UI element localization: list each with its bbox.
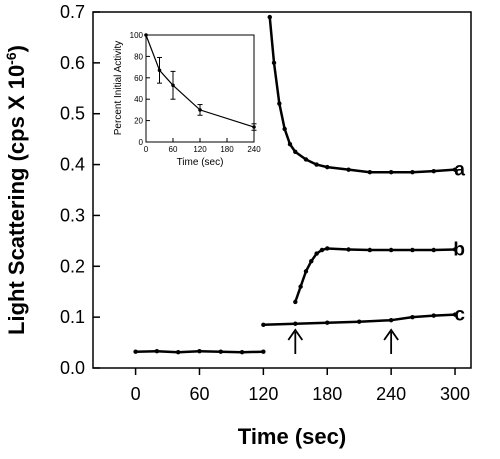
inset-tick-labels: 0 20 40 60 80 100 0 60 120 180 240 — [130, 31, 262, 154]
series-segment-c — [412, 314, 434, 319]
x-tick-label: 60 — [189, 384, 209, 404]
inset-y-tick-label: 60 — [134, 74, 143, 83]
y-tick-label: 0.3 — [60, 205, 85, 225]
series-segment-c — [295, 321, 328, 326]
series-segment-a — [316, 163, 328, 169]
x-tick-label: 120 — [248, 384, 278, 404]
x-axis-title: Time (sec) — [238, 424, 346, 449]
series-segment-b — [348, 248, 370, 252]
y-tick-labels: 0.0 0.1 0.2 0.3 0.4 0.5 0.6 0.7 — [60, 2, 85, 378]
inset-series-group — [144, 33, 257, 131]
series-segment-a — [272, 62, 281, 104]
series-segment-b — [327, 247, 349, 251]
arrow-head — [383, 328, 399, 341]
y-tick-label: 0.5 — [60, 104, 85, 124]
y-tick-label: 0.2 — [60, 256, 85, 276]
series-segment-c — [263, 322, 296, 327]
series-segment-b — [304, 260, 313, 272]
series-segment-c — [359, 318, 392, 323]
trace-label-c: c — [454, 305, 465, 326]
trace-labels: a b c — [453, 160, 465, 326]
series-segment-b — [299, 270, 308, 288]
inset-x-tick-label: 240 — [247, 145, 261, 154]
series-segment-b — [321, 247, 328, 252]
injection-arrows — [287, 328, 399, 354]
inset-y-tick-label: 100 — [130, 31, 144, 40]
series-segment-b — [294, 286, 302, 303]
inset-chart: 0 20 40 60 80 100 0 60 120 180 240 Time (sec) Perc… — [113, 31, 261, 168]
series-segment-b — [433, 248, 456, 252]
series-segment-a — [156, 349, 179, 354]
main-data-points — [133, 14, 458, 355]
arrow-head — [287, 328, 304, 341]
inset-x-tick-label: 60 — [169, 145, 178, 154]
series-segment-b — [310, 252, 318, 262]
inset-y-tick-label: 80 — [134, 52, 143, 61]
inset-data-point — [171, 83, 175, 88]
inset-tick-group — [145, 34, 255, 143]
trace-label-b: b — [453, 240, 465, 261]
inset-x-axis-title: Time (sec) — [177, 157, 224, 168]
series-segment-b — [315, 248, 323, 255]
inset-y-tick-label: 40 — [134, 95, 143, 104]
series-segment-c — [433, 313, 456, 317]
series-segment-a — [288, 143, 297, 153]
x-tick-label: 240 — [376, 384, 406, 404]
inset-frame — [145, 34, 255, 143]
inset-x-tick-label: 0 — [144, 145, 149, 154]
x-tick-label: 180 — [312, 384, 342, 404]
inset-x-tick-label: 120 — [193, 145, 207, 154]
series-segment-a — [305, 158, 318, 166]
series-segment-a — [283, 128, 292, 145]
series-segment-c — [327, 320, 360, 324]
series-segment-a — [268, 16, 276, 63]
y-axis-title-close: ) — [4, 45, 29, 52]
series-segment-a — [433, 168, 456, 173]
series-segment-a — [178, 349, 200, 354]
series-segment-a — [348, 168, 370, 174]
series-segment-a — [199, 349, 221, 353]
x-tick-label: 0 — [131, 384, 141, 404]
x-tick-labels: 0 60 120 180 240 300 — [131, 384, 470, 404]
y-tick-label: 0.7 — [60, 2, 85, 22]
y-axis-title: Light Scattering (cps X 10-6) — [3, 45, 29, 335]
inset-y-tick-label: 0 — [139, 138, 144, 147]
inset-y-axis-title: Percent Initial Activity — [113, 41, 124, 135]
main-tick-group — [93, 11, 456, 375]
inset-y-tick-label: 20 — [134, 117, 143, 126]
y-axis-title-main: Light Scattering (cps X 10 — [4, 65, 29, 335]
series-segment-a — [327, 165, 349, 171]
series-segment-a — [135, 349, 157, 353]
inset-data-point — [252, 125, 256, 129]
series-segment-a — [242, 350, 264, 354]
y-tick-label: 0.1 — [60, 307, 85, 327]
x-tick-label: 300 — [440, 384, 470, 404]
inset-x-tick-label: 180 — [220, 145, 234, 154]
inset-data-point — [144, 33, 148, 37]
y-tick-label: 0.0 — [60, 358, 85, 378]
series-segment-a — [412, 169, 434, 174]
series-segment-a — [278, 103, 286, 130]
y-tick-label: 0.6 — [60, 53, 85, 73]
inset-data-point — [198, 108, 202, 112]
series-segment-a — [294, 150, 307, 161]
trace-label-a: a — [454, 160, 465, 181]
series-segment-a — [220, 350, 243, 354]
series-segment-c — [390, 315, 413, 322]
plot-frame — [92, 11, 472, 369]
inset-data-point — [157, 68, 162, 73]
y-axis-title-exponent: -6 — [3, 52, 19, 65]
y-tick-label: 0.4 — [60, 155, 85, 175]
